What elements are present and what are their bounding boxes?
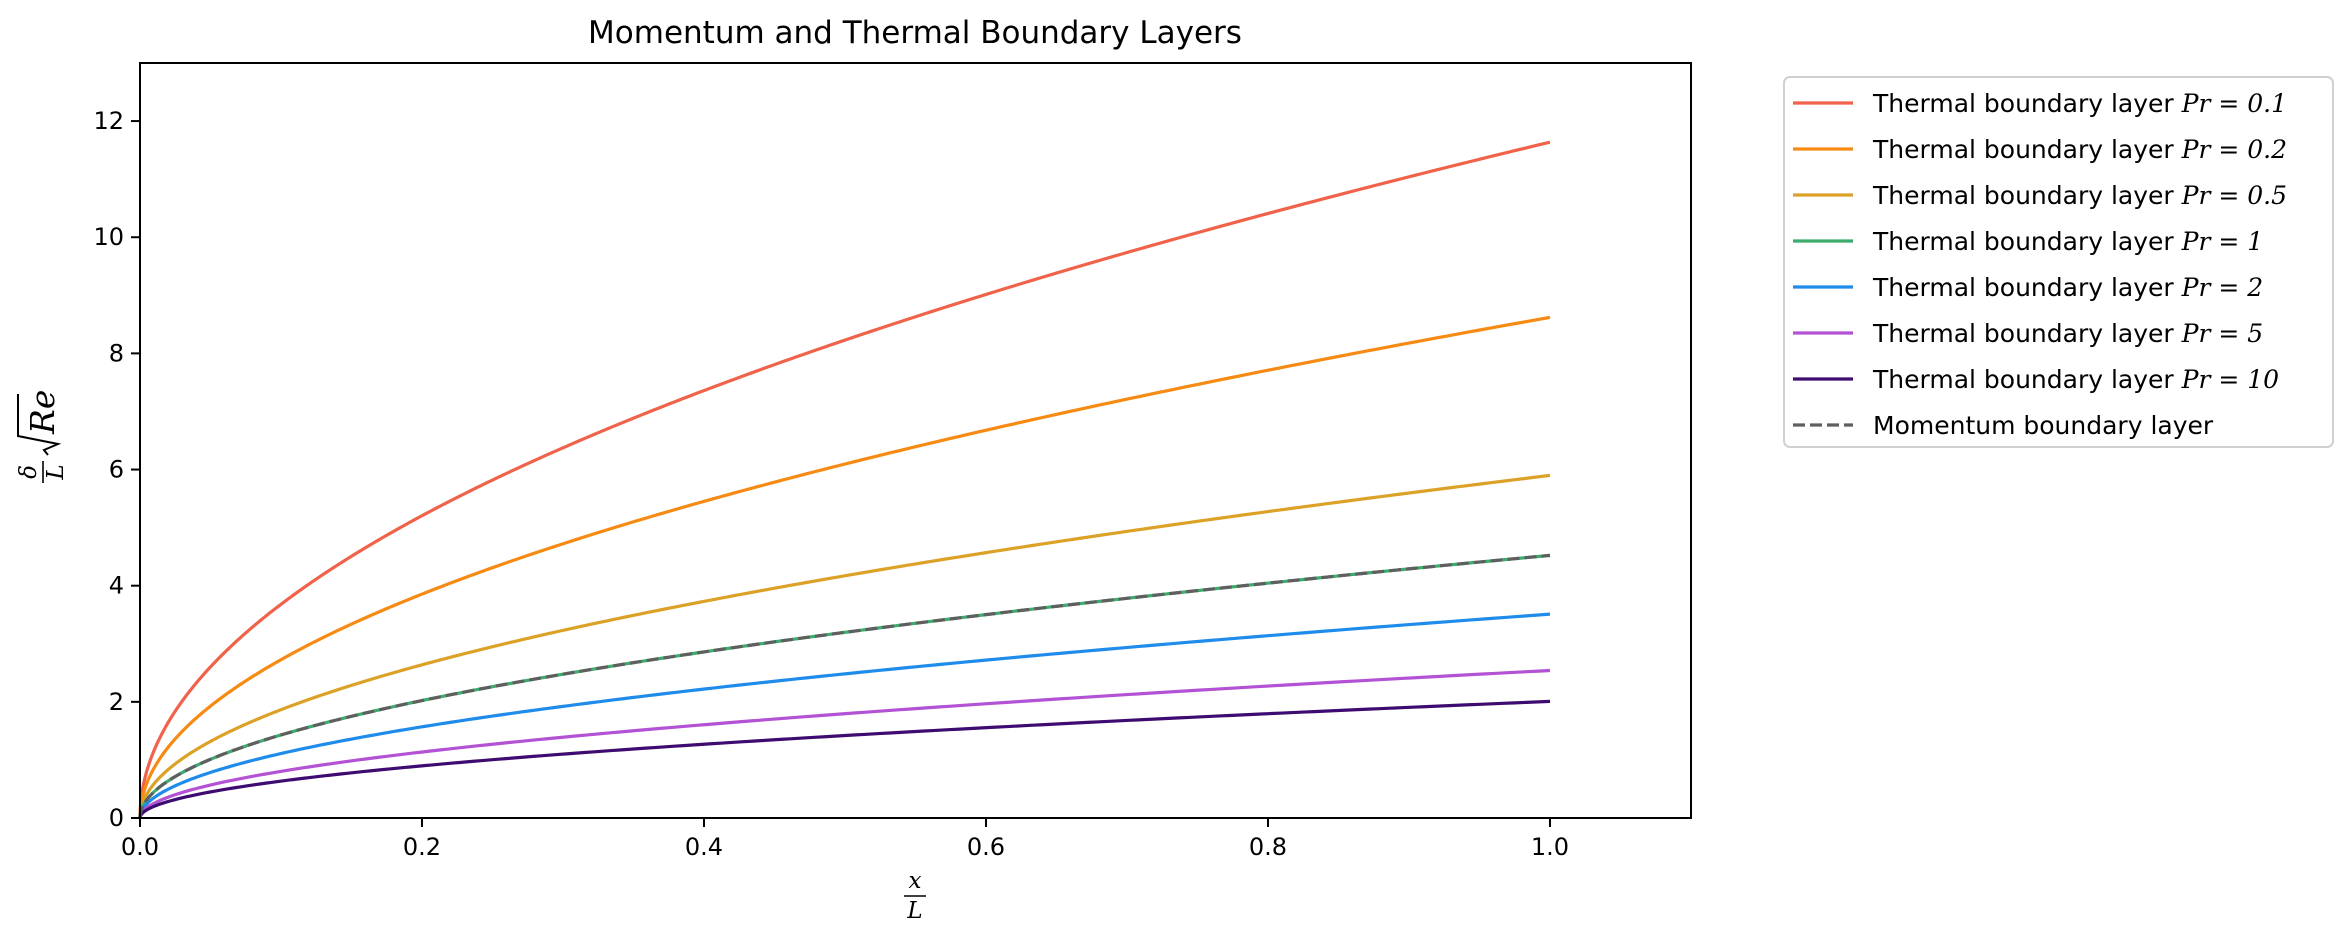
y-label-numerator: δ <box>16 465 42 479</box>
series-layer <box>138 140 1551 820</box>
y-label-radical-sign <box>17 394 62 456</box>
y-tick-label: 8 <box>109 339 124 367</box>
y-tick-label: 6 <box>109 456 124 484</box>
x-axis: 0.0 0.2 0.4 0.6 0.8 1.0 <box>121 818 1569 861</box>
legend-label: Thermal boundary layer Pr = 0.1 <box>1872 89 2287 118</box>
legend-entries: Thermal boundary layer Pr = 0.1 Thermal b… <box>1793 89 2287 440</box>
y-label-denominator: L <box>43 464 69 480</box>
x-label-numerator: x <box>909 868 922 894</box>
legend-label: Momentum boundary layer <box>1873 411 2214 440</box>
series-line <box>138 140 1551 819</box>
y-axis: 0 2 4 6 8 10 12 <box>93 107 140 832</box>
legend-label: Thermal boundary layer Pr = 0.5 <box>1872 181 2287 210</box>
legend-label: Thermal boundary layer Pr = 5 <box>1872 319 2263 348</box>
x-tick-label: 1.0 <box>1531 833 1569 861</box>
legend-label: Thermal boundary layer Pr = 10 <box>1872 365 2279 394</box>
series-line <box>138 315 1551 819</box>
y-axis-label: δ L Re <box>16 390 69 483</box>
legend-label: Thermal boundary layer Pr = 1 <box>1872 227 2263 256</box>
x-axis-label: x L <box>904 868 926 924</box>
legend-label: Thermal boundary layer Pr = 2 <box>1872 273 2263 302</box>
y-tick-label: 0 <box>109 804 124 832</box>
plot-frame <box>139 62 1692 819</box>
legend-box <box>1783 76 2334 448</box>
y-label-radicand: Re <box>23 390 62 435</box>
y-tick-label: 4 <box>109 572 124 600</box>
x-tick-label: 0.2 <box>403 833 441 861</box>
series-line <box>138 612 1551 819</box>
legend: Thermal boundary layer Pr = 0.1 Thermal b… <box>1783 76 2334 448</box>
x-tick-label: 0.4 <box>685 833 723 861</box>
x-tick-label: 0.0 <box>121 833 159 861</box>
x-tick-label: 0.6 <box>967 833 1005 861</box>
y-tick-label: 2 <box>109 688 124 716</box>
series-line <box>138 473 1551 819</box>
plot-background <box>140 63 1691 818</box>
y-tick-label: 12 <box>93 107 124 135</box>
series-line <box>138 699 1551 820</box>
series-line <box>138 668 1551 819</box>
y-tick-label: 10 <box>93 223 124 251</box>
x-tick-label: 0.8 <box>1249 833 1287 861</box>
x-label-denominator: L <box>906 898 922 924</box>
legend-label: Thermal boundary layer Pr = 0.2 <box>1872 135 2287 164</box>
plot-area <box>138 62 1692 820</box>
chart-title: Momentum and Thermal Boundary Layers <box>588 15 1242 51</box>
series-line <box>138 553 1551 819</box>
